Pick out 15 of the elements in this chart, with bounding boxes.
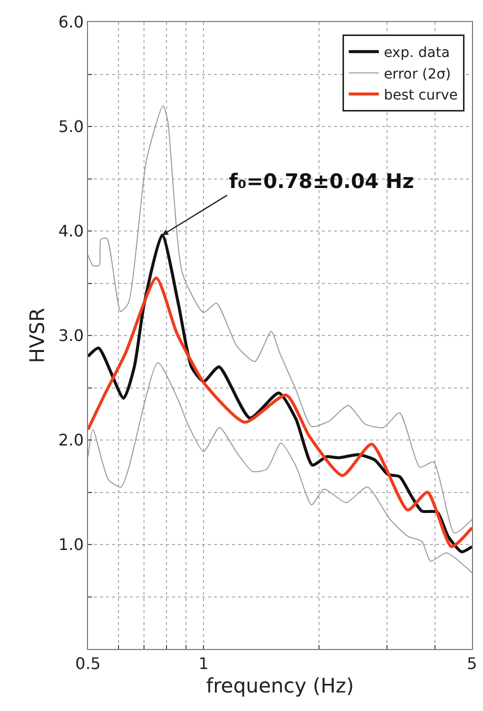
y-tick-label: 3.0 xyxy=(58,326,84,346)
x-axis-title: frequency (Hz) xyxy=(206,674,354,698)
legend-label: exp. data xyxy=(384,45,450,62)
x-tick-label: 1 xyxy=(198,654,209,674)
x-tick-label: 5 xyxy=(466,654,478,674)
y-tick-label: 6.0 xyxy=(58,12,84,32)
y-tick-label: 2.0 xyxy=(58,430,84,450)
legend-label: error (2σ) xyxy=(384,66,451,82)
legend-label: best curve xyxy=(384,88,458,104)
y-tick-label: 5.0 xyxy=(58,117,84,136)
y-tick-label: 4.0 xyxy=(58,222,84,241)
x-tick-label: 0.5 xyxy=(75,654,101,674)
y-axis-title: HVSR xyxy=(24,308,49,364)
annotation: f₀=0.78±0.04 Hz xyxy=(229,169,414,193)
y-tick-label: 1.0 xyxy=(58,535,84,554)
